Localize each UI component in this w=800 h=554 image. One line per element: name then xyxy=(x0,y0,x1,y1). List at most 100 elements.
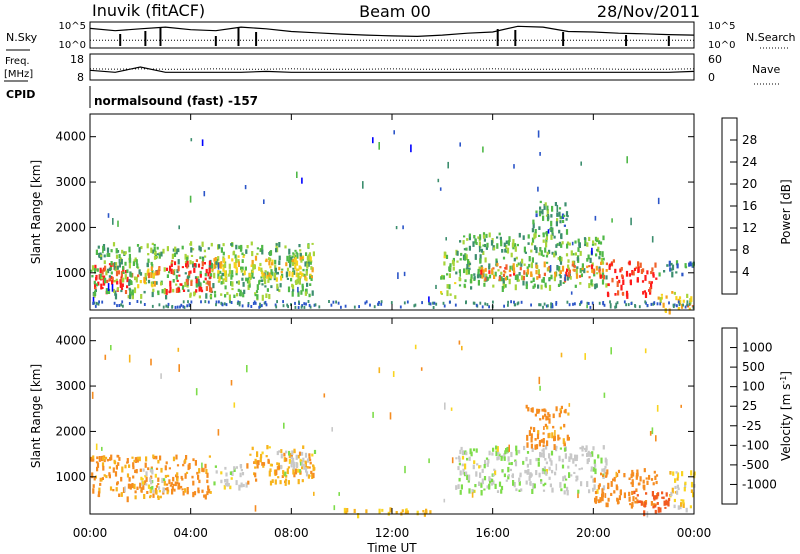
heatmap-cell xyxy=(128,262,131,269)
heatmap-cell xyxy=(448,284,451,290)
heatmap-cell xyxy=(173,252,177,257)
heatmap-cell xyxy=(625,270,629,277)
ground-scatter xyxy=(275,305,278,309)
heatmap-cell xyxy=(204,463,207,469)
heatmap-cell xyxy=(90,457,93,461)
heatmap-cell xyxy=(599,497,602,503)
heatmap-cell xyxy=(500,489,503,494)
heatmap-cell xyxy=(652,273,655,278)
heatmap-cell xyxy=(559,410,562,414)
heatmap-cell xyxy=(461,450,465,456)
heatmap-cell xyxy=(102,457,105,461)
ground-scatter xyxy=(282,304,285,308)
heatmap-cell xyxy=(575,273,579,279)
heatmap-cell xyxy=(578,242,581,248)
heatmap-cell xyxy=(541,449,544,452)
heatmap-cell xyxy=(228,294,231,301)
colorbar-tick-label: 16 xyxy=(742,199,757,213)
heatmap-cell xyxy=(522,275,525,281)
colorbar-tick-label: -500 xyxy=(742,458,769,472)
heatmap-cell xyxy=(305,270,308,276)
heatmap-cell xyxy=(530,433,533,439)
heatmap-cell xyxy=(616,281,619,287)
heatmap-cell xyxy=(538,234,541,237)
heatmap-cell xyxy=(285,450,288,454)
heatmap-cell xyxy=(477,279,480,286)
heatmap-cell xyxy=(654,503,657,507)
heatmap-cell xyxy=(298,451,302,456)
heatmap-cell xyxy=(137,284,140,289)
heatmap-cell xyxy=(579,268,582,273)
heatmap-cell xyxy=(92,455,95,460)
ground-scatter xyxy=(229,300,231,304)
heatmap-cell xyxy=(114,471,118,477)
heatmap-cell xyxy=(487,458,490,464)
heatmap-speck xyxy=(657,197,660,205)
heatmap-cell xyxy=(579,250,582,256)
heatmap-cell xyxy=(464,253,467,259)
colorbar-tick-label: -100 xyxy=(742,438,769,452)
heatmap-cell xyxy=(648,474,651,480)
heatmap-cell xyxy=(507,474,510,477)
heatmap-cell xyxy=(251,274,254,278)
heatmap-cell xyxy=(171,485,174,490)
heatmap-cell xyxy=(234,254,237,259)
heatmap-cell xyxy=(574,252,577,256)
heatmap-cell xyxy=(551,469,554,474)
heatmap-cell xyxy=(120,289,123,293)
nsky-panel: N.Sky 10^5 10^0 10^5 10^0 N.Search xyxy=(6,21,796,51)
heatmap-speck xyxy=(402,225,404,230)
heatmap-cell xyxy=(293,270,296,275)
heatmap-cell xyxy=(198,245,201,251)
heatmap-cell xyxy=(630,473,633,479)
heatmap-cell xyxy=(544,458,547,461)
heatmap-cell xyxy=(205,282,208,285)
heatmap-cell xyxy=(516,263,519,268)
heatmap-cell xyxy=(108,474,111,479)
heatmap-cell xyxy=(622,291,625,296)
nsky-tick-bottom: 10^0 xyxy=(59,40,86,51)
heatmap-cell xyxy=(459,489,462,495)
heatmap-cell xyxy=(682,502,685,508)
heatmap-speck xyxy=(217,262,220,270)
power-data xyxy=(90,130,695,315)
heatmap-cell xyxy=(236,281,239,284)
heatmap-speck xyxy=(111,284,114,292)
heatmap-cell xyxy=(599,276,602,279)
heatmap-speck xyxy=(410,144,412,153)
heatmap-cell xyxy=(172,288,175,293)
heatmap-cell xyxy=(304,261,307,267)
heatmap-cell xyxy=(146,491,149,494)
heatmap-cell xyxy=(116,287,119,291)
heatmap-cell xyxy=(645,477,648,480)
heatmap-cell xyxy=(193,291,196,297)
heatmap-cell xyxy=(207,247,210,250)
heatmap-cell xyxy=(199,283,202,286)
ground-scatter xyxy=(551,305,554,309)
heatmap-speck xyxy=(482,146,484,153)
heatmap-cell xyxy=(197,487,200,493)
heatmap-cell xyxy=(180,485,183,489)
heatmap-cell xyxy=(531,407,534,413)
heatmap-cell xyxy=(170,261,173,265)
heatmap-cell xyxy=(147,268,150,273)
heatmap-cell xyxy=(171,253,174,259)
heatmap-cell xyxy=(290,456,293,459)
heatmap-speck xyxy=(230,380,233,386)
heatmap-cell xyxy=(454,295,457,299)
heatmap-cell xyxy=(285,475,288,478)
heatmap-cell xyxy=(547,267,550,271)
heatmap-cell xyxy=(475,471,478,477)
heatmap-cell xyxy=(460,252,463,256)
ground-scatter xyxy=(677,300,680,304)
heatmap-cell xyxy=(126,276,129,283)
heatmap-cell xyxy=(483,464,486,469)
heatmap-cell xyxy=(259,262,262,266)
heatmap-cell xyxy=(520,488,523,492)
heatmap-cell xyxy=(160,251,163,257)
heatmap-cell xyxy=(679,505,682,510)
heatmap-cell xyxy=(554,272,557,278)
ground-scatter xyxy=(151,304,154,308)
heatmap-speck xyxy=(296,171,298,178)
